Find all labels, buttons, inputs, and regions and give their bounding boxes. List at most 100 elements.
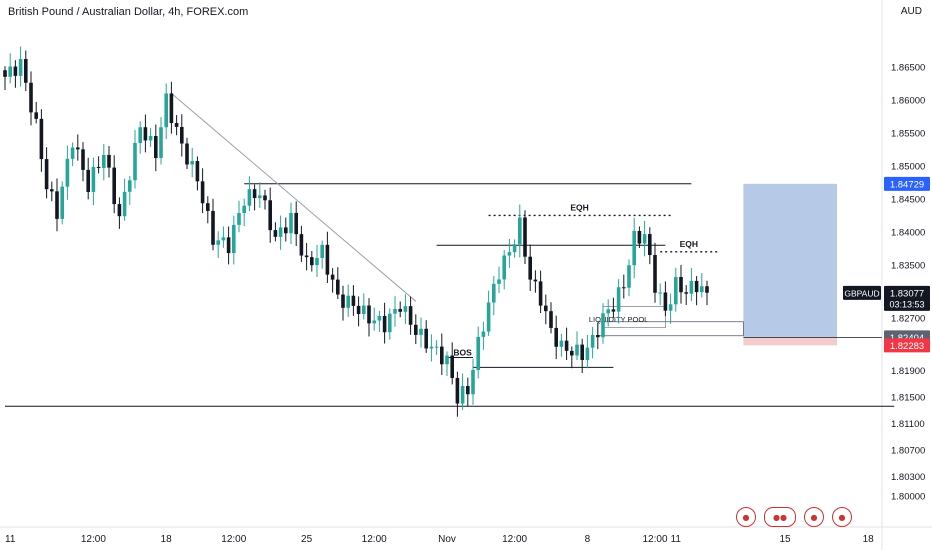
candle-up[interactable] [91, 166, 96, 192]
candle-down[interactable] [424, 328, 428, 349]
candle-down[interactable] [414, 324, 418, 335]
candle-down[interactable] [622, 287, 626, 289]
candle-down[interactable] [263, 195, 267, 201]
candle-up[interactable] [616, 287, 621, 312]
candle-up[interactable] [502, 255, 506, 280]
candle-down[interactable] [528, 256, 532, 280]
candle-up[interactable] [419, 328, 423, 335]
candle-down[interactable] [523, 217, 527, 257]
candle-down[interactable] [81, 149, 85, 170]
candle-down[interactable] [252, 189, 257, 198]
candle-up[interactable] [138, 127, 142, 144]
candle-up[interactable] [133, 143, 137, 181]
candle-down[interactable] [310, 257, 314, 266]
candle-up[interactable] [606, 309, 610, 314]
candle-up[interactable] [320, 244, 324, 259]
candle-up[interactable] [393, 308, 397, 314]
candle-down[interactable] [455, 377, 460, 404]
candle-down[interactable] [44, 159, 49, 190]
candle-up[interactable] [518, 217, 522, 245]
candle-down[interactable] [39, 118, 44, 160]
candle-down[interactable] [596, 334, 600, 338]
candle-up[interactable] [128, 180, 132, 192]
candle-up[interactable] [403, 306, 408, 312]
candle-up[interactable] [590, 334, 595, 348]
candle-down[interactable] [86, 169, 90, 192]
candle-up[interactable] [164, 93, 168, 128]
candle-down[interactable] [55, 191, 59, 219]
candle-down[interactable] [663, 292, 668, 311]
candle-down[interactable] [34, 112, 38, 119]
candle-up[interactable] [148, 136, 153, 141]
candle-up[interactable] [362, 305, 366, 314]
candle-up[interactable] [481, 331, 486, 337]
candle-down[interactable] [154, 136, 158, 159]
candle-up[interactable] [700, 286, 704, 293]
candle-up[interactable] [289, 212, 293, 234]
candle-down[interactable] [611, 309, 616, 312]
candle-down[interactable] [544, 305, 548, 312]
candle-down[interactable] [169, 93, 174, 124]
candle-down[interactable] [117, 204, 122, 217]
candle-down[interactable] [653, 255, 657, 293]
trendline[interactable] [171, 92, 417, 302]
candle-down[interactable] [294, 212, 298, 235]
candle-down[interactable] [24, 59, 28, 83]
candle-up[interactable] [429, 346, 434, 349]
au-flag-icon[interactable]: ● [832, 507, 852, 527]
candle-down[interactable] [211, 210, 215, 245]
candle-down[interactable] [299, 234, 304, 256]
candle-down[interactable] [195, 161, 200, 182]
candle-up[interactable] [232, 224, 236, 254]
candle-up[interactable] [216, 240, 220, 245]
candle-up[interactable] [575, 344, 579, 356]
candle-down[interactable] [268, 200, 272, 231]
candle-up[interactable] [237, 213, 241, 225]
candle-down[interactable] [648, 234, 652, 256]
candle-down[interactable] [29, 82, 33, 113]
candle-up[interactable] [70, 147, 75, 159]
candle-down[interactable] [13, 66, 18, 76]
candle-up[interactable] [315, 258, 319, 266]
candle-up[interactable] [476, 336, 480, 371]
candle-up[interactable] [512, 244, 517, 253]
candle-up[interactable] [471, 370, 475, 395]
candle-up[interactable] [601, 313, 605, 338]
candle-up[interactable] [585, 347, 590, 360]
candle-down[interactable] [367, 305, 371, 324]
candle-up[interactable] [278, 227, 283, 237]
candle-up[interactable] [434, 346, 439, 348]
candle-up[interactable] [102, 154, 106, 168]
candle-up[interactable] [486, 302, 491, 332]
candle-down[interactable] [694, 280, 699, 293]
candle-up[interactable] [8, 66, 12, 77]
candle-up[interactable] [642, 234, 647, 244]
candle-down[interactable] [206, 203, 210, 211]
candle-down[interactable] [50, 189, 54, 192]
candle-down[interactable] [174, 123, 179, 127]
candle-down[interactable] [304, 255, 309, 258]
candle-down[interactable] [273, 230, 278, 237]
candle-up[interactable] [221, 237, 226, 241]
long-position-target-zone[interactable] [743, 183, 837, 338]
candle-down[interactable] [570, 350, 574, 356]
candle-up[interactable] [258, 195, 262, 198]
candle-down[interactable] [466, 386, 470, 395]
candle-down[interactable] [336, 279, 340, 295]
candle-down[interactable] [143, 127, 148, 141]
candle-up[interactable] [65, 158, 70, 187]
long-position-stop-zone[interactable] [743, 337, 837, 346]
candle-down[interactable] [679, 277, 683, 293]
candle-up[interactable] [242, 205, 246, 214]
candle-up[interactable] [658, 292, 662, 294]
candle-up[interactable] [247, 189, 252, 206]
candle-up[interactable] [60, 186, 64, 219]
candle-down[interactable] [580, 344, 584, 360]
candle-up[interactable] [460, 386, 465, 404]
candle-down[interactable] [382, 315, 387, 333]
candle-down[interactable] [351, 295, 356, 306]
au-flag-icon[interactable]: ● [804, 507, 824, 527]
candle-down[interactable] [538, 281, 543, 306]
candle-up[interactable] [372, 320, 376, 324]
